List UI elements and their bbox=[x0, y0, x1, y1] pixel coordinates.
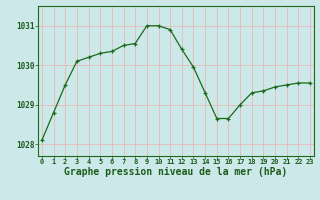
X-axis label: Graphe pression niveau de la mer (hPa): Graphe pression niveau de la mer (hPa) bbox=[64, 167, 288, 177]
